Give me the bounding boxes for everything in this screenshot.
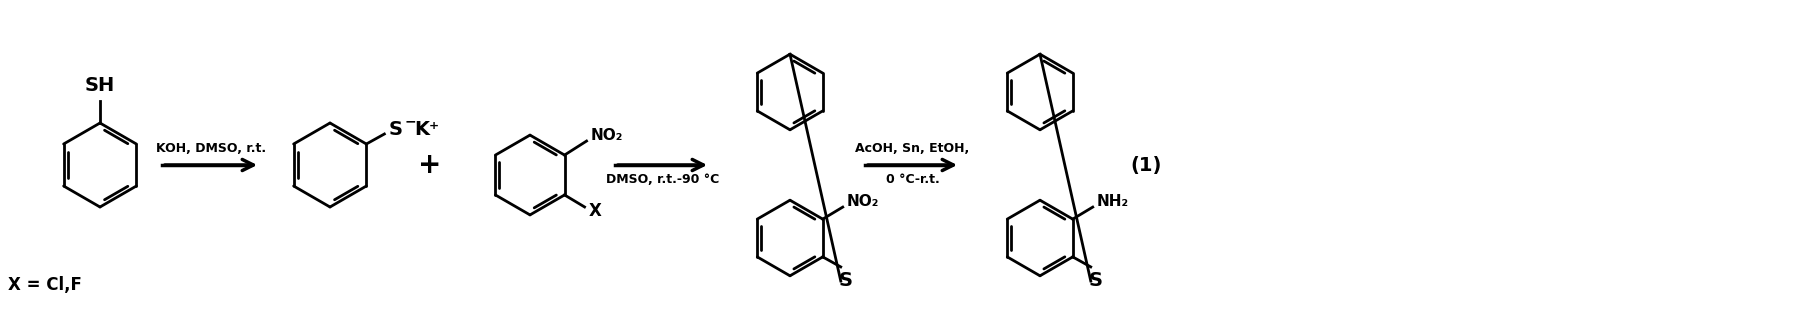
Text: S: S — [388, 119, 402, 139]
Text: −: − — [404, 114, 417, 128]
Text: (1): (1) — [1131, 156, 1161, 174]
Text: NO₂: NO₂ — [846, 194, 879, 209]
Text: AcOH, Sn, EtOH,: AcOH, Sn, EtOH, — [855, 142, 969, 155]
Text: X = Cl,F: X = Cl,F — [7, 276, 82, 294]
Text: KOH, DMSO, r.t.: KOH, DMSO, r.t. — [156, 142, 266, 155]
Text: NH₂: NH₂ — [1096, 194, 1129, 209]
Text: NO₂: NO₂ — [591, 128, 623, 142]
Text: S: S — [839, 271, 853, 290]
Text: S: S — [1089, 271, 1104, 290]
Text: +: + — [419, 151, 442, 179]
Text: 0 °C-r.t.: 0 °C-r.t. — [886, 173, 939, 186]
Text: SH: SH — [85, 76, 116, 95]
Text: K⁺: K⁺ — [415, 119, 440, 139]
Text: X: X — [589, 202, 602, 220]
Text: DMSO, r.t.-90 °C: DMSO, r.t.-90 °C — [605, 173, 719, 186]
